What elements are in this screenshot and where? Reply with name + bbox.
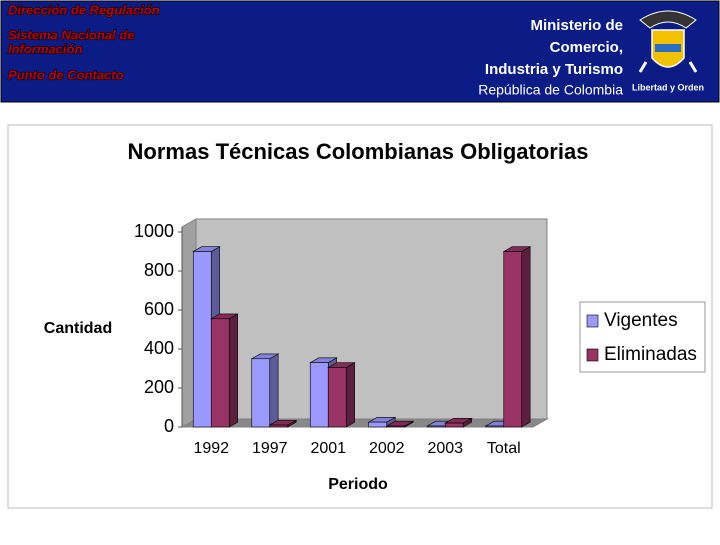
x-tick-label: 2003 (427, 440, 463, 457)
bar (269, 424, 289, 428)
y-tick-label: 400 (144, 338, 174, 358)
bar (210, 318, 230, 428)
bar-side (345, 362, 355, 428)
bar (444, 422, 464, 428)
legend (579, 301, 706, 373)
y-axis-title: Cantidad (44, 320, 112, 337)
legend-swatch (586, 314, 599, 328)
x-tick-label: 1992 (193, 440, 229, 457)
x-tick-label: 2002 (369, 440, 405, 457)
x-tick-label: 1997 (252, 440, 288, 457)
y-tick-label: 800 (144, 260, 174, 280)
header-text: Información (8, 41, 82, 56)
x-axis-title: Periodo (328, 476, 388, 493)
bar (485, 425, 505, 428)
x-tick-label: Total (487, 440, 521, 457)
coat-of-arms (638, 10, 698, 73)
y-tick-label: 600 (144, 299, 174, 319)
header-bar (0, 0, 720, 103)
bar (368, 421, 388, 428)
bar (309, 362, 329, 428)
y-tick-label: 200 (144, 377, 174, 397)
bar (503, 251, 523, 428)
bar (426, 425, 446, 428)
motto-text: Libertad y Orden (632, 82, 704, 92)
chart-title: Normas Técnicas Colombianas Obligatorias (128, 139, 589, 164)
bar (251, 358, 271, 428)
bar (386, 425, 406, 428)
bar-side (521, 246, 531, 428)
x-tick-label: 2001 (310, 440, 346, 457)
back-wall (195, 218, 548, 420)
ministry-text: Industria y Turismo (485, 61, 623, 78)
country-text: República de Colombia (478, 82, 623, 98)
y-tick-label: 0 (164, 416, 174, 436)
legend-swatch (586, 348, 599, 362)
bar (327, 367, 347, 428)
header-text: Punto de Contacto (8, 67, 124, 82)
ministry-text: Ministerio de (530, 17, 623, 34)
legend-label: Vigentes (604, 310, 678, 331)
legend-label: Eliminadas (604, 344, 697, 365)
bar (192, 251, 212, 428)
bar-side (269, 353, 279, 428)
bar-side (228, 313, 238, 428)
header-text: Dirección de Regulación (8, 2, 160, 17)
y-tick-label: 1000 (134, 221, 174, 241)
ministry-text: Comercio, (550, 39, 623, 56)
header-text: Sistema Nacional de (8, 27, 134, 42)
